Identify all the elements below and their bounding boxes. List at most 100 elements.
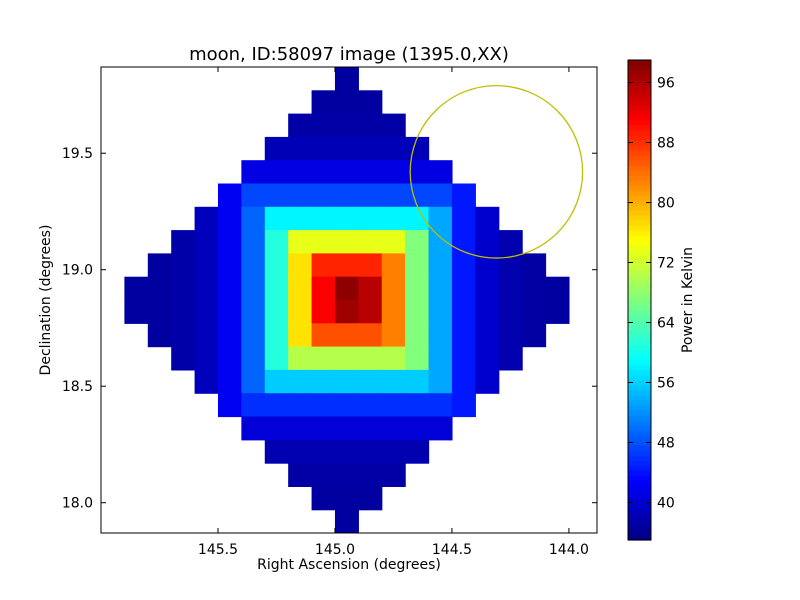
heatmap-cell [311,183,336,208]
colorbar-strip [628,475,651,481]
heatmap-cell [381,206,406,231]
heatmap-cell [428,393,453,418]
colorbar-strip [628,165,651,171]
heatmap-cell [358,206,383,231]
colorbar-strip [628,235,651,241]
colorbar-strip [628,190,651,196]
colorbar-strip [628,360,651,366]
heatmap-cell [428,369,453,394]
heatmap-cell [405,276,430,301]
heatmap-cell [217,253,242,278]
heatmap-cell [288,276,313,301]
heatmap-cell [381,463,406,487]
colorbar-strip [628,210,651,216]
heatmap-cell [405,369,430,394]
colorbar-strip [628,380,651,386]
heatmap-cell [358,230,383,254]
colorbar-strip [628,525,651,531]
heatmap-cell [147,323,172,348]
heatmap-cell [405,416,430,441]
heatmap-cell [381,160,406,185]
heatmap-cell [288,206,313,231]
colorbar-strip [628,130,651,136]
heatmap-cell [311,300,336,324]
colorbar-strip [628,270,651,276]
colorbar-strip [628,185,651,191]
heatmap-cell [194,230,219,254]
colorbar-strip [628,150,651,156]
heatmap-cell [381,253,406,278]
heatmap-cell [498,230,523,254]
heatmap-cell [288,416,313,441]
heatmap-cell [381,300,406,324]
heatmap-cell [288,369,313,394]
heatmap-cell [147,276,172,301]
colorbar-strip [628,85,651,91]
heatmap-cell [522,323,547,348]
heatmap-cell [334,230,359,254]
heatmap-cell [381,369,406,394]
heatmap-cell [498,276,523,301]
heatmap-cell [451,323,476,348]
colorbar-strip [628,445,651,451]
heatmap-cell [475,346,500,371]
heatmap-cell [241,323,266,348]
heatmap-cell [381,276,406,301]
heatmap-cell [241,300,266,324]
heatmap-cell [194,276,219,301]
heatmap-cell [381,323,406,348]
heatmap-cell [264,206,289,231]
colorbar-strip [628,430,651,436]
heatmap-cell [288,393,313,418]
heatmap-cell [475,369,500,394]
heatmap-cell [358,416,383,441]
heatmap-cell [358,113,383,138]
plot-area: 145.5 145.0 144.5 144.0 18.0 18.5 19.0 19.5 [62,66,598,558]
heatmap-cell [147,253,172,278]
heatmap-cell [405,206,430,231]
heatmap-cell [428,253,453,278]
heatmap-cell [498,300,523,324]
heatmap-cell [264,369,289,394]
colorbar-strip [628,375,651,381]
heatmap-cell [288,439,313,464]
colorbar-strip [628,70,651,76]
heatmap-cell [475,323,500,348]
colorbar: 40 48 56 64 72 80 88 96 Power in Kelvin [627,59,696,541]
colorbar-strip [628,520,651,526]
colorbar-strip [628,245,651,251]
colorbar-strip [628,370,651,376]
colorbar-strip [628,115,651,121]
heatmap-cell [358,369,383,394]
heatmap-cell [241,393,266,418]
colorbar-strip [628,290,651,296]
heatmap-cell [405,346,430,371]
heatmap-cell [264,393,289,418]
heatmap-cell [241,253,266,278]
colorbar-strip [628,495,651,501]
colorbar-strip [628,335,651,341]
heatmap-cell [358,439,383,464]
heatmap-cell [405,393,430,418]
heatmap-cell [311,486,336,511]
heatmap-cell [311,160,336,185]
heatmap-cell [241,369,266,394]
colorbar-strip [628,90,651,96]
heatmap-cell [334,416,359,441]
colorbar-strip [628,465,651,471]
colorbar-strip [628,340,651,346]
heatmap-cell [264,160,289,185]
heatmap-cell [381,439,406,464]
colorbar-tick-label: 56 [657,376,675,392]
colorbar-strip [628,195,651,201]
colorbar-strip [628,200,651,206]
heatmap-cell [288,463,313,487]
heatmap-cell [334,113,359,138]
colorbar-strip [628,390,651,396]
heatmap-cell [217,393,242,418]
heatmap-cell [334,253,359,278]
colorbar-strip [628,250,651,256]
heatmap-cell [358,136,383,161]
heatmap-cell [334,509,359,533]
heatmap-cell [475,206,500,231]
